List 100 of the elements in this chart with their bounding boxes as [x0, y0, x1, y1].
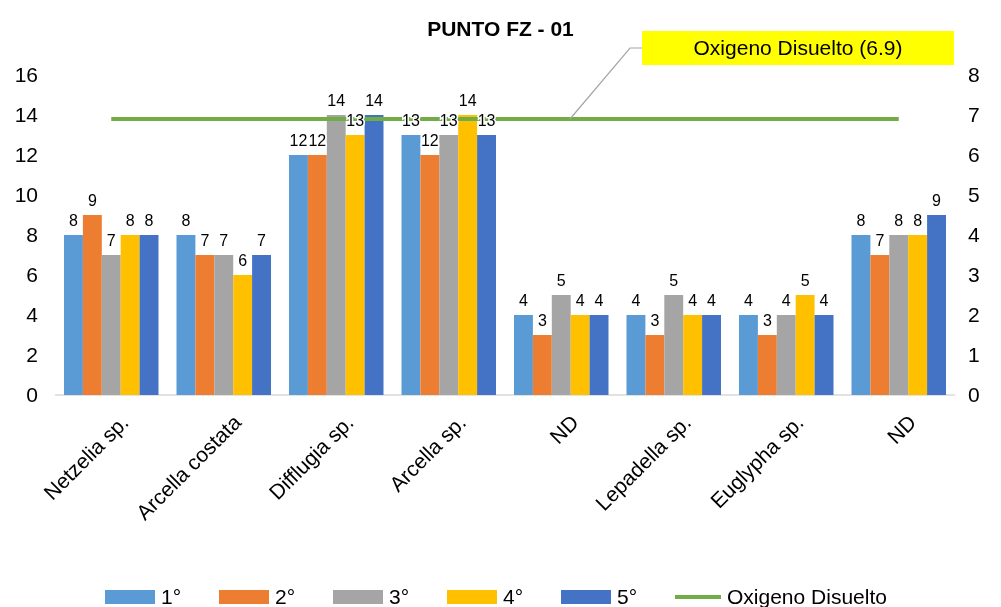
y-tick-label: 16 [14, 63, 38, 86]
data-label: 13 [346, 112, 365, 129]
data-label: 9 [932, 192, 942, 209]
y-tick-label: 0 [26, 383, 38, 406]
bar [570, 315, 590, 395]
data-label: 3 [650, 312, 660, 329]
data-label: 4 [594, 292, 604, 309]
bar [101, 255, 121, 395]
data-label: 4 [631, 292, 641, 309]
y2-tick-label: 2 [968, 303, 980, 326]
bar [814, 315, 834, 395]
data-label: 4 [744, 292, 753, 309]
legend-label: 3° [389, 585, 410, 607]
bar [776, 315, 796, 395]
x-tick-label: ND [882, 410, 921, 449]
y-tick-label: 4 [26, 303, 39, 326]
data-label: 7 [257, 232, 267, 249]
y2-tick-label: 1 [968, 343, 980, 366]
bar [889, 235, 909, 395]
data-label: 14 [458, 92, 477, 109]
bar [120, 235, 140, 395]
data-label: 4 [781, 292, 791, 309]
bar [364, 115, 384, 395]
bar [645, 335, 665, 395]
legend-label: 1° [161, 585, 182, 607]
data-label: 4 [707, 292, 717, 309]
y-tick-label: 6 [26, 263, 38, 286]
bar [289, 155, 308, 395]
bar [702, 315, 721, 395]
y-tick-label: 14 [14, 103, 39, 126]
y2-tick-label: 6 [968, 143, 980, 166]
legend-label: 5° [617, 585, 638, 607]
data-label: 12 [420, 132, 439, 149]
bar [757, 335, 777, 395]
data-label: 4 [519, 292, 528, 309]
legend-label: 4° [503, 585, 524, 607]
data-label: 8 [856, 212, 866, 229]
bar [739, 315, 758, 395]
data-label: 5 [669, 272, 679, 289]
data-label: 5 [800, 272, 810, 289]
y2-tick-label: 0 [968, 383, 980, 406]
bar [195, 255, 215, 395]
data-label: 8 [181, 212, 191, 229]
bar [477, 135, 496, 395]
data-label: 8 [894, 212, 904, 229]
text: Oxigeno Disuelto (6.9) [693, 36, 903, 59]
bar [252, 255, 271, 395]
bar [870, 255, 890, 395]
bar [458, 115, 478, 395]
y2-tick-label: 4 [968, 223, 980, 246]
y2-tick-label: 5 [968, 183, 980, 206]
bar [664, 295, 684, 395]
y2-tick-label: 3 [968, 263, 980, 286]
data-label: 3 [762, 312, 772, 329]
bar [214, 255, 234, 395]
bar [326, 115, 346, 395]
data-label: 4 [575, 292, 585, 309]
data-label: 4 [688, 292, 698, 309]
bar [908, 235, 928, 395]
data-label: 7 [875, 232, 885, 249]
bar [683, 315, 703, 395]
bar [532, 335, 552, 395]
bar [589, 315, 609, 395]
data-label: 7 [106, 232, 116, 249]
y2-tick-label: 8 [968, 63, 980, 86]
data-label: 7 [219, 232, 229, 249]
data-label: 14 [327, 92, 346, 109]
bar [551, 295, 571, 395]
legend-label: 2° [275, 585, 296, 607]
y-tick-label: 8 [26, 223, 38, 246]
bar [233, 275, 253, 395]
bar [439, 135, 459, 395]
bar [401, 135, 421, 395]
bar [927, 215, 946, 395]
bar [82, 215, 102, 395]
bar [345, 135, 365, 395]
data-label: 12 [289, 132, 308, 149]
bar [795, 295, 815, 395]
data-label: 13 [477, 112, 496, 129]
data-label: 13 [439, 112, 458, 129]
y-tick-label: 2 [26, 343, 38, 366]
data-label: 8 [144, 212, 154, 229]
data-label: 8 [125, 212, 135, 229]
data-label: 4 [819, 292, 829, 309]
data-label: 6 [238, 252, 248, 269]
bar [514, 315, 533, 395]
y-tick-label: 12 [14, 143, 38, 166]
bar [851, 235, 871, 395]
x-tick-label: ND [545, 410, 583, 449]
bar [626, 315, 646, 395]
data-label: 12 [308, 132, 327, 149]
data-label: 7 [200, 232, 210, 249]
data-label: 3 [537, 312, 547, 329]
data-label: 14 [365, 92, 384, 109]
data-label: 8 [913, 212, 923, 229]
data-label: 13 [402, 112, 420, 129]
y2-tick-label: 7 [968, 103, 980, 126]
y-tick-label: 10 [14, 183, 38, 206]
bar [420, 155, 440, 395]
bar [307, 155, 327, 395]
